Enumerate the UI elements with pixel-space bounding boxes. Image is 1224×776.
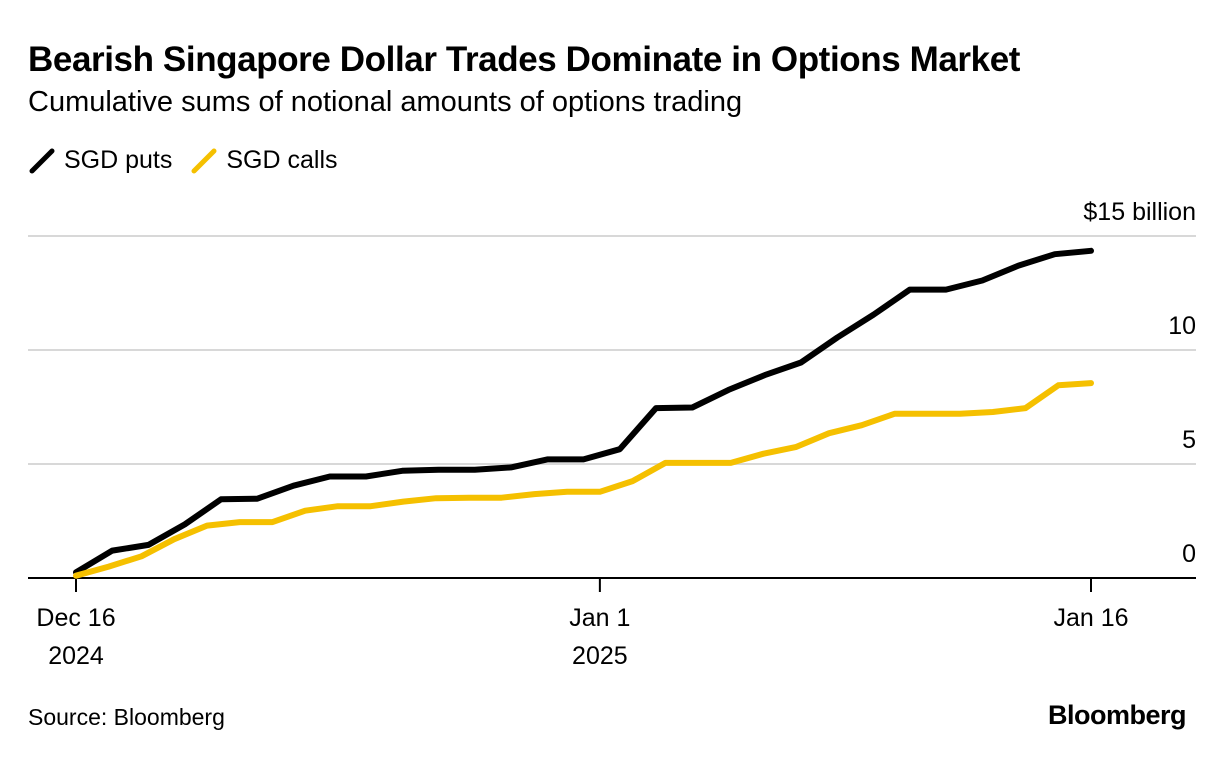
legend-swatch-calls xyxy=(191,148,217,173)
bloomberg-logo: Bloomberg xyxy=(1047,700,1187,730)
chart-subtitle: Cumulative sums of notional amounts of o… xyxy=(28,86,743,118)
source-note: Source: Bloomberg xyxy=(28,704,225,730)
series-calls-line xyxy=(73,380,1094,579)
series-puts-line xyxy=(73,247,1094,576)
y-tick-label-5: 5 xyxy=(1182,426,1196,454)
legend-label-puts: SGD puts xyxy=(64,146,173,174)
x-tick-label-0-0: Dec 16 xyxy=(36,604,115,632)
y-tick-label-0: 0 xyxy=(1182,540,1196,568)
legend-swatch-puts xyxy=(29,148,55,173)
y-tick-label-10: 10 xyxy=(1168,312,1196,340)
chart-title: Bearish Singapore Dollar Trades Dominate… xyxy=(28,40,1021,79)
y-tick-label-15: $15 billion xyxy=(1083,198,1196,226)
legend-swatch-calls-line xyxy=(191,148,217,173)
legend-swatch-puts-line xyxy=(29,148,55,173)
legend-item-puts: SGD puts xyxy=(28,146,172,175)
legend: SGD puts SGD calls xyxy=(28,146,356,175)
x-tick-label-0-1: 2024 xyxy=(48,642,104,670)
legend-item-calls: SGD calls xyxy=(190,146,338,175)
x-tick-label-2-0: Jan 16 xyxy=(1053,604,1128,632)
x-tick-label-1-1: 2025 xyxy=(572,642,628,670)
x-tick-label-1-0: Jan 1 xyxy=(569,604,630,632)
legend-label-calls: SGD calls xyxy=(226,146,338,174)
